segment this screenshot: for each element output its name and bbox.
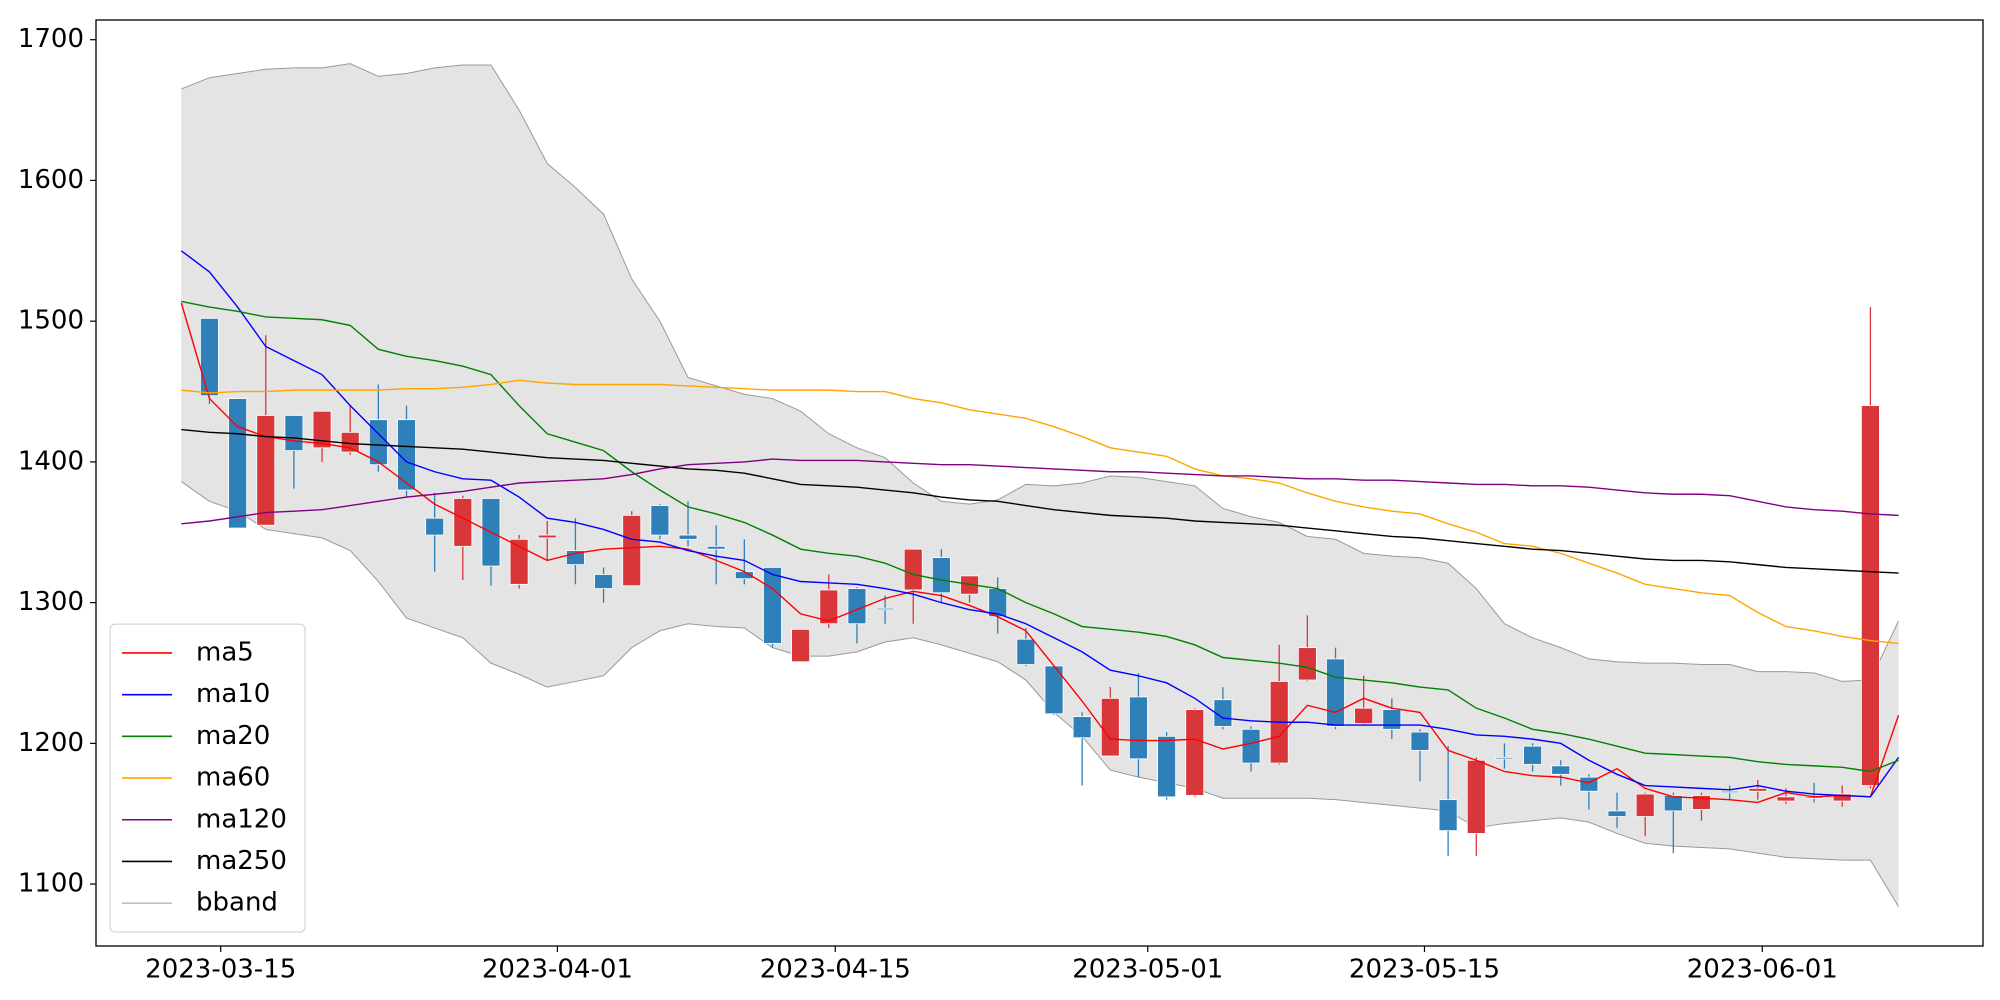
candle-body — [340, 431, 360, 453]
candle-body — [200, 317, 219, 397]
ma-line — [181, 428, 1899, 574]
candle-body — [791, 628, 811, 663]
candle-body — [1185, 709, 1205, 796]
legend-label: ma20 — [196, 721, 270, 751]
candle-body — [1129, 696, 1148, 760]
candle-body — [256, 415, 276, 526]
candle-body — [284, 415, 304, 452]
bband-upper — [181, 63, 1899, 682]
y-tick-label: 1300 — [18, 587, 84, 617]
candle-body — [847, 588, 867, 625]
candle-body — [678, 534, 698, 540]
series-layer — [180, 63, 1900, 907]
candle-body — [312, 410, 332, 449]
candle-body — [1495, 757, 1514, 760]
candle-body — [1523, 745, 1542, 765]
candle-body — [1663, 795, 1683, 812]
candle-body — [537, 534, 557, 539]
y-tick-label: 1700 — [18, 24, 84, 54]
x-tick-label: 2023-05-15 — [1349, 955, 1500, 985]
legend-label: ma120 — [196, 804, 287, 834]
candle-body — [509, 538, 529, 585]
x-tick-label: 2023-05-01 — [1072, 955, 1223, 985]
candle-body — [903, 548, 923, 591]
legend-label: ma10 — [196, 679, 270, 709]
candle-body — [368, 419, 388, 466]
ma-line — [181, 379, 1899, 645]
candle-body — [1297, 647, 1317, 681]
candle-body — [706, 545, 726, 550]
candle-body — [453, 498, 473, 547]
plot-frame — [95, 19, 1984, 947]
candle-body — [1100, 697, 1120, 757]
candle-body — [1607, 810, 1627, 817]
candle-body — [1438, 799, 1458, 832]
ma-line — [181, 458, 1899, 525]
candle-body — [1466, 759, 1486, 834]
candle-body — [622, 514, 642, 587]
x-tick-label: 2023-04-01 — [482, 955, 633, 985]
x-tick-label: 2023-03-15 — [145, 955, 296, 985]
candle-body — [1748, 787, 1768, 792]
candle-body — [228, 398, 248, 529]
x-tick-label: 2023-04-15 — [760, 955, 911, 985]
candle-body — [1382, 709, 1402, 730]
candle-body — [1326, 658, 1345, 727]
candle-body — [1072, 716, 1092, 739]
legend-label: ma5 — [196, 637, 254, 667]
candle-body — [1776, 796, 1796, 802]
ma-line — [180, 250, 1900, 798]
candle-body — [397, 419, 416, 491]
candle-body — [1832, 793, 1852, 802]
candle-body — [1241, 728, 1261, 764]
candle-body — [1016, 638, 1036, 665]
candle-body — [1157, 735, 1177, 798]
legend-label: ma60 — [196, 763, 270, 793]
candle-body — [1354, 707, 1374, 725]
candle-body — [594, 574, 613, 589]
legend-label: bband — [196, 888, 278, 918]
ma-line — [181, 300, 1899, 773]
candle-body — [1860, 405, 1880, 786]
candle-body — [425, 517, 445, 536]
candle-body — [1720, 790, 1740, 794]
candle-body — [1410, 731, 1430, 751]
y-tick-label: 1500 — [18, 306, 84, 336]
candle-body — [650, 505, 670, 536]
candle-body — [763, 567, 782, 644]
ma-line — [180, 302, 1900, 804]
candle-body — [1551, 765, 1571, 775]
y-tick-label: 1400 — [18, 446, 84, 476]
candle-body — [819, 589, 839, 625]
bband-lower — [181, 481, 1899, 907]
x-tick-label: 2023-06-01 — [1687, 955, 1838, 985]
legend-label: ma250 — [196, 846, 287, 876]
candle-body — [1213, 699, 1233, 727]
candle-body — [1635, 793, 1655, 817]
candle-body — [931, 557, 951, 594]
y-tick-label: 1600 — [18, 165, 84, 195]
y-tick-label: 1200 — [18, 728, 84, 758]
candle-body — [875, 607, 895, 611]
y-tick-label: 1100 — [18, 869, 84, 899]
legend-box — [109, 623, 306, 933]
